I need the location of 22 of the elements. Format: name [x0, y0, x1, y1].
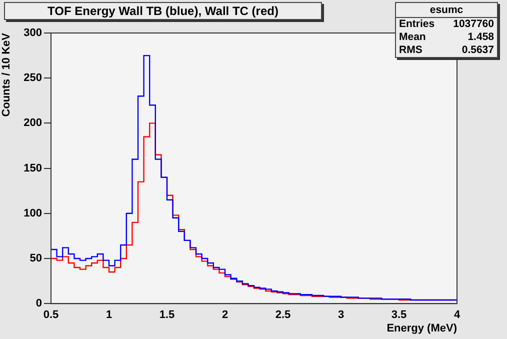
text: RMS 0.5637 — [399, 44, 494, 56]
x-tick-label: 1.5 — [159, 309, 175, 322]
y-tick-label: 250 — [24, 72, 42, 84]
x-tick-label: 2.5 — [275, 309, 291, 322]
text: esumc — [396, 3, 497, 18]
x-axis-title: Energy (MeV) — [386, 322, 458, 334]
chart-title: TOF Energy Wall TB (blue), Wall TC (red) — [4, 2, 322, 20]
x-tick-label: 3.5 — [391, 309, 407, 322]
x-tick-label: 3 — [338, 309, 344, 322]
text: Mean 1.458 — [399, 31, 494, 43]
x-tick-label: 2 — [222, 309, 228, 322]
y-tick-label: 200 — [24, 117, 42, 130]
y-tick-label: 50 — [30, 252, 42, 265]
y-axis-title: Counts / 10 KeV — [0, 32, 13, 117]
x-tick-label: 0.5 — [43, 309, 59, 322]
x-tick-label: 1 — [106, 309, 112, 322]
text: Entries 1037760 — [399, 18, 494, 30]
y-tick-label: 300 — [24, 27, 42, 40]
y-tick-label: 150 — [24, 162, 42, 174]
x-tick-label: 4 — [454, 309, 461, 322]
y-tick-label: 100 — [24, 207, 42, 220]
y-tick-label: 0 — [36, 298, 42, 310]
